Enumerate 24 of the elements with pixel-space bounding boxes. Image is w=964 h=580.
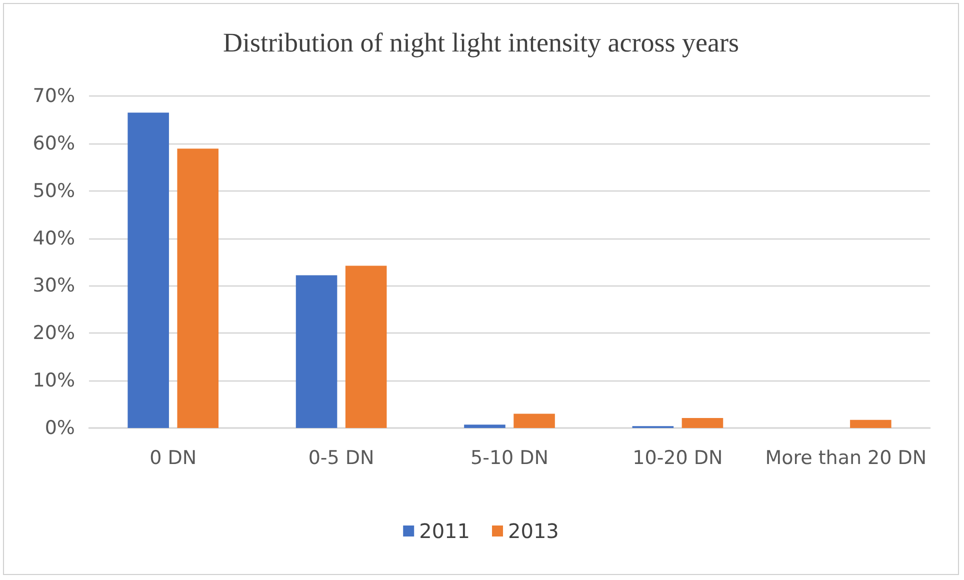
y-tick-label: 70%: [32, 85, 75, 107]
y-tick-label: 40%: [32, 227, 75, 250]
bar: [128, 112, 169, 428]
y-tick-label: 0%: [44, 417, 75, 439]
bar: [850, 420, 892, 428]
y-tick-label: 20%: [32, 322, 75, 344]
bar: [514, 414, 555, 428]
bar: [296, 275, 338, 428]
y-tick-label: 60%: [32, 132, 75, 154]
y-tick-label: 50%: [32, 180, 75, 202]
x-tick-label: 5-10 DN: [470, 447, 549, 469]
x-tick-label: 0 DN: [150, 447, 197, 469]
legend-label: 2013: [508, 519, 559, 543]
y-tick-label: 10%: [32, 370, 75, 392]
x-tick-label: More than 20 DN: [765, 447, 927, 469]
bar: [177, 148, 219, 428]
legend-label: 2011: [419, 519, 470, 543]
x-tick-label: 0-5 DN: [308, 447, 374, 469]
x-tick-label: 10-20 DN: [632, 447, 723, 469]
y-tick-label: 30%: [32, 274, 75, 297]
bar: [345, 266, 387, 428]
bar: [464, 424, 506, 428]
bar: [682, 418, 724, 428]
chart-title: Distribution of night light intensity across years: [223, 28, 739, 58]
